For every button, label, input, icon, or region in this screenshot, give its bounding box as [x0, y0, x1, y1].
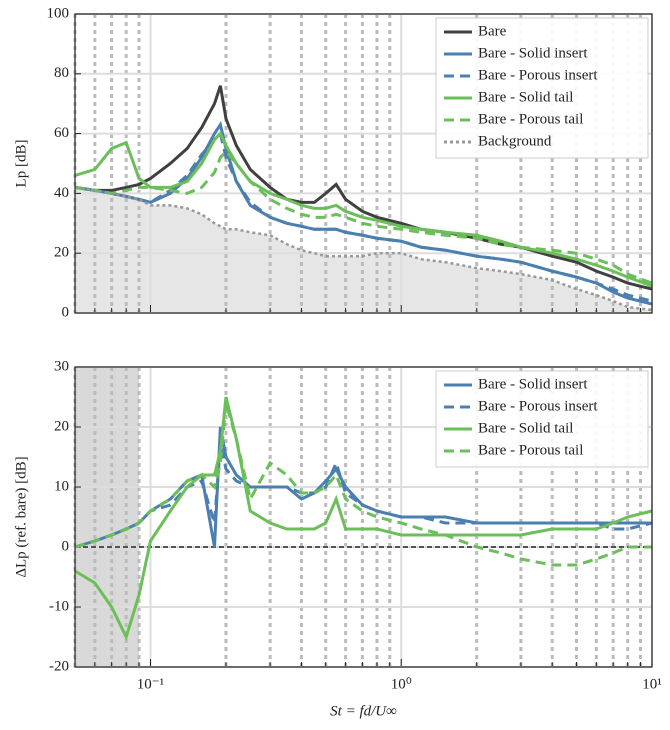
legend-label: Bare - Porous tail — [478, 111, 583, 127]
y-tick-label: 0 — [62, 304, 70, 320]
legend-label: Bare - Solid insert — [478, 376, 588, 392]
legend-label: Bare - Porous insert — [478, 67, 598, 83]
legend-label: Bare — [478, 23, 507, 39]
x-tick-label: 10⁻¹ — [137, 676, 164, 692]
series-line — [74, 402, 652, 567]
y-tick-label: 80 — [54, 65, 69, 81]
y-tick-label: 0 — [62, 538, 70, 554]
y-tick-label: 60 — [54, 125, 69, 141]
y-tick-label: 20 — [54, 245, 69, 261]
x-tick-label: 10⁰ — [391, 676, 412, 692]
plot-frame — [74, 366, 653, 668]
x-tick-label: 10¹ — [642, 676, 662, 692]
y-tick-label: -10 — [49, 598, 69, 614]
legend-label: Bare - Porous tail — [478, 442, 583, 458]
x-axis-label: St = fd/U∞ — [330, 703, 397, 719]
series-line — [74, 130, 653, 303]
series-line — [74, 186, 653, 312]
y-tick-label: 100 — [47, 5, 70, 21]
y-tick-label: 40 — [54, 185, 69, 201]
legend-label: Bare - Solid tail — [478, 89, 573, 105]
y-tick-label: 20 — [54, 418, 69, 434]
y-axis-label: Lp [dB] — [13, 140, 29, 188]
legend-label: Bare - Solid insert — [478, 45, 588, 61]
background-area — [75, 187, 652, 313]
legend-label: Background — [478, 133, 552, 149]
y-axis-label: ΔLp (ref. bare) [dB] — [13, 456, 29, 577]
series-line — [74, 131, 653, 288]
plot-frame — [74, 13, 653, 314]
legend-label: Bare - Porous insert — [478, 398, 598, 414]
series-line — [74, 444, 653, 549]
shaded-region — [75, 367, 140, 667]
y-tick-label: 30 — [54, 358, 69, 374]
legend-box — [435, 17, 649, 159]
y-tick-label: 10 — [54, 478, 69, 494]
y-tick-label: -20 — [49, 658, 69, 674]
legend-box — [435, 370, 649, 468]
series-line — [74, 396, 653, 642]
legend-label: Bare - Solid tail — [478, 420, 573, 436]
